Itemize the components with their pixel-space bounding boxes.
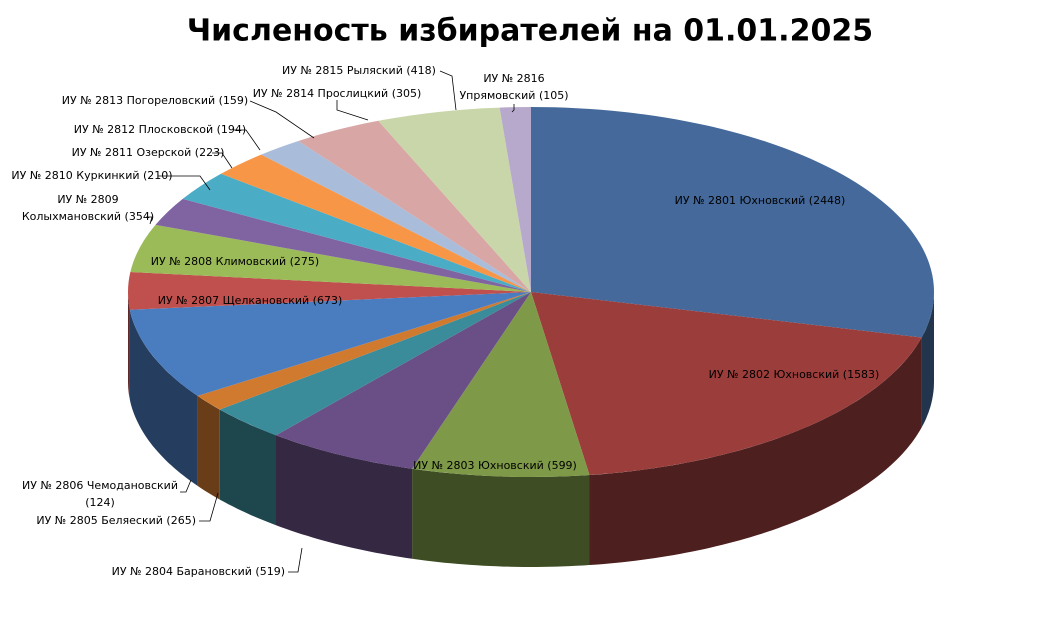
slice bbox=[128, 272, 531, 310]
slice-side bbox=[197, 395, 220, 500]
leader-line bbox=[288, 547, 303, 573]
data-label: ИУ № 2804 Барановский (519) bbox=[112, 565, 285, 578]
data-label: ИУ № 2805 Беляеский (265) bbox=[36, 514, 196, 527]
slice-side bbox=[128, 292, 130, 400]
slice-side bbox=[219, 409, 276, 526]
leader-line bbox=[511, 104, 515, 113]
data-label: ИУ № 2808 Климовский (275) bbox=[151, 255, 319, 268]
leader-line bbox=[199, 492, 219, 522]
data-label: (124) bbox=[85, 496, 115, 509]
leader-line bbox=[234, 129, 261, 151]
slice bbox=[182, 173, 531, 292]
data-label: ИУ № 2802 Юхновский (1583) bbox=[709, 368, 880, 381]
slice-side bbox=[129, 309, 198, 486]
leader-line bbox=[336, 100, 369, 121]
slice bbox=[378, 107, 531, 292]
data-label: ИУ № 2801 Юхновский (2448) bbox=[675, 194, 846, 207]
data-label: ИУ № 2810 Куркинкий (210) bbox=[11, 169, 172, 182]
slice bbox=[531, 292, 922, 476]
chart-title: Численость избирателей на 01.01.2025 bbox=[187, 14, 873, 49]
data-label: ИУ № 2803 Юхновский (599) bbox=[413, 459, 577, 472]
slice bbox=[155, 198, 531, 292]
data-label: ИУ № 2811 Озерской (223) bbox=[72, 146, 225, 159]
slice-side bbox=[276, 435, 413, 559]
slice bbox=[220, 154, 531, 292]
slice bbox=[197, 292, 531, 410]
leader-line bbox=[146, 216, 153, 225]
data-label: ИУ № 2806 Чемодановский bbox=[22, 479, 178, 492]
data-label: ИУ № 2807 Щелкановский (673) bbox=[158, 294, 343, 307]
slice bbox=[499, 107, 531, 292]
data-label: ИУ № 2814 Прослицкий (305) bbox=[253, 87, 422, 100]
data-label: ИУ № 2809 bbox=[57, 193, 118, 206]
slice bbox=[219, 292, 532, 436]
slice bbox=[412, 292, 590, 477]
slice-side bbox=[921, 292, 934, 428]
slice bbox=[129, 292, 531, 396]
slice bbox=[531, 107, 935, 338]
data-label: ИУ № 2813 Погореловский (159) bbox=[62, 94, 248, 107]
leader-line bbox=[439, 70, 457, 111]
data-label: ИУ № 2815 Рыляский (418) bbox=[282, 64, 436, 77]
data-label: ИУ № 2812 Плосковской (194) bbox=[74, 123, 246, 136]
leader-line bbox=[212, 152, 233, 169]
slice-side bbox=[412, 468, 590, 567]
data-label: Упрямовский (105) bbox=[459, 89, 568, 102]
data-label: ИУ № 2816 bbox=[483, 72, 544, 85]
data-label: Колыхмановский (354) bbox=[22, 210, 154, 223]
slice bbox=[298, 120, 531, 292]
leader-line bbox=[180, 479, 192, 493]
slice bbox=[261, 140, 531, 292]
slice-side bbox=[589, 337, 922, 565]
leader-line bbox=[249, 100, 315, 139]
leader-line bbox=[158, 175, 211, 191]
slice bbox=[130, 224, 531, 292]
slice bbox=[275, 292, 531, 469]
